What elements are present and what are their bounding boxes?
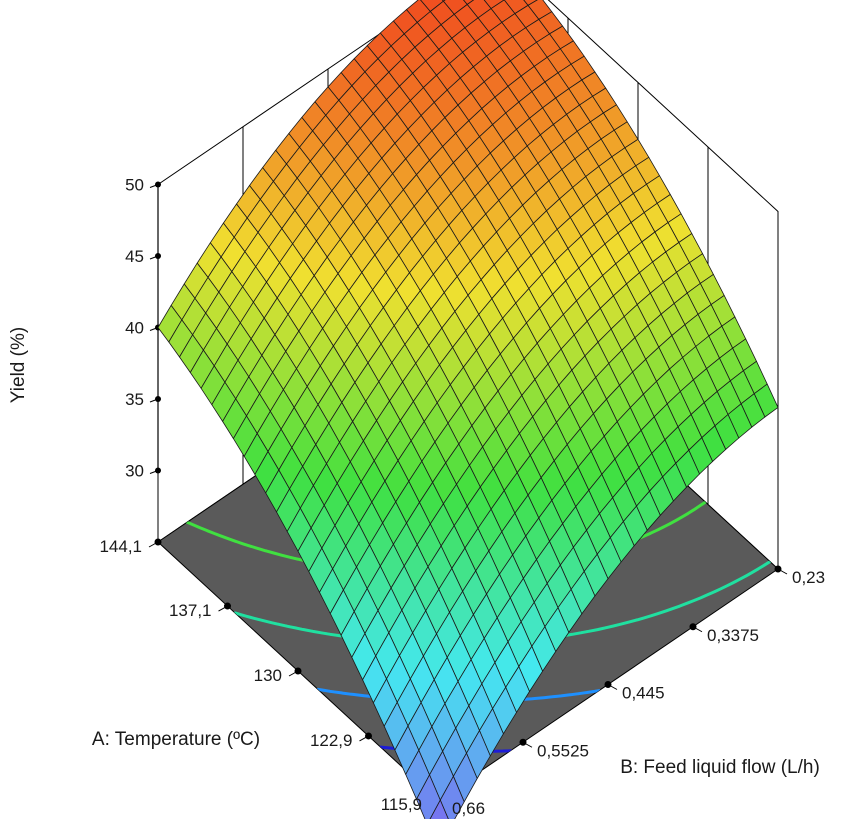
x-tick-label: 144,1 <box>99 537 142 556</box>
y-tick-label: 0,3375 <box>707 626 759 645</box>
x-tick <box>218 605 228 612</box>
z-tick-label: 50 <box>125 176 144 195</box>
z-tick-label: 35 <box>125 390 144 409</box>
y-tick-label: 0,5525 <box>537 741 589 760</box>
z-tick-dot <box>155 396 161 402</box>
z-tick-label: 40 <box>125 319 144 338</box>
tick-labels: 30 35 40 45 50 115,9 122,9 130 137,1 144,1 0,66 0,5… <box>99 176 825 819</box>
y-tick-label: 0,23 <box>792 568 825 587</box>
y-tick <box>522 741 533 748</box>
z-tick-label: 45 <box>125 247 144 266</box>
y-tick-label: 0,66 <box>452 799 485 818</box>
z-axis-title: Yield (%) <box>8 327 29 403</box>
response-surface <box>157 0 779 819</box>
x-tick-label: 130 <box>254 666 282 685</box>
z-tick-dot <box>155 253 161 259</box>
y-tick <box>692 626 703 633</box>
y-tick <box>607 684 618 690</box>
x-tick-label: 137,1 <box>169 601 212 620</box>
x-axis-title: A: Temperature (ºC) <box>92 729 260 750</box>
y-axis-title: B: Feed liquid flow (L/h) <box>620 757 820 778</box>
z-tick-dot <box>155 467 161 474</box>
x-tick-label: 115,9 <box>381 795 422 814</box>
y-tick <box>777 568 788 575</box>
surface-cell <box>429 799 449 819</box>
x-tick <box>288 670 299 677</box>
x-tick <box>359 735 369 742</box>
x-tick <box>148 541 159 548</box>
x-tick-label: 122,9 <box>310 731 353 750</box>
z-tick-dot <box>155 181 161 188</box>
z-tick-label: 30 <box>125 462 144 481</box>
y-tick-label: 0,445 <box>622 684 665 703</box>
surface-cell <box>462 0 475 5</box>
